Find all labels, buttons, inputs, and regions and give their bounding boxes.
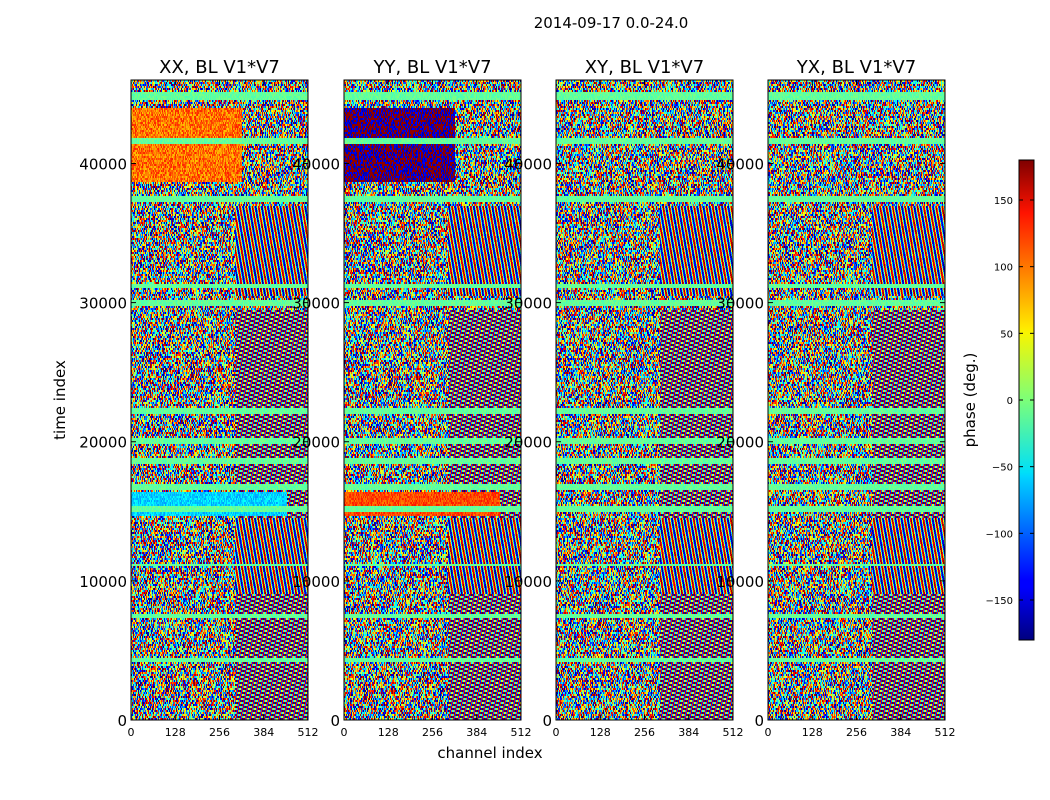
x-tick-label: 256 xyxy=(209,726,230,739)
x-tick-label: 512 xyxy=(935,726,956,739)
panel-2-heatmap xyxy=(344,80,521,720)
colorbar-tick-label: −100 xyxy=(986,529,1013,540)
colorbar-label: phase (deg.) xyxy=(961,353,979,448)
y-tick-label: 40000 xyxy=(292,155,340,173)
colorbar-tick-label: 0 xyxy=(1007,396,1013,407)
x-tick-label: 512 xyxy=(723,726,744,739)
colorbar: 150 100 50 0 −50 −100 −150 phase (deg.) xyxy=(961,159,1035,641)
panel-1: XX, BL V1*V7 0 128 256 384 512 0 10000 20000 3000… xyxy=(51,57,319,739)
panel-2-title: YY, BL V1*V7 xyxy=(372,57,491,78)
x-tick-label: 384 xyxy=(890,726,911,739)
x-tick-label: 128 xyxy=(165,726,186,739)
y-tick-label: 10000 xyxy=(716,573,764,591)
suptitle: 2014-09-17 0.0-24.0 xyxy=(534,14,689,32)
x-tick-label: 0 xyxy=(765,726,772,739)
panel-3: XY, BL V1*V7 0 128 256 384 512 0 10000 20000 3000… xyxy=(504,57,743,739)
panel-3-heatmap xyxy=(556,80,733,720)
y-tick-label: 0 xyxy=(754,712,764,730)
y-tick-label: 20000 xyxy=(716,434,764,452)
x-tick-label: 384 xyxy=(253,726,274,739)
panel-1-title: XX, BL V1*V7 xyxy=(159,57,280,78)
x-tick-label: 0 xyxy=(341,726,348,739)
panel-4-heatmap xyxy=(768,80,945,720)
x-tick-label: 0 xyxy=(553,726,560,739)
x-axis-label: channel index xyxy=(437,744,542,762)
x-tick-label: 256 xyxy=(846,726,867,739)
y-tick-label: 30000 xyxy=(716,295,764,313)
x-tick-label: 256 xyxy=(634,726,655,739)
y-tick-label: 20000 xyxy=(292,434,340,452)
y-tick-label: 20000 xyxy=(79,434,127,452)
y-tick-label: 40000 xyxy=(79,155,127,173)
x-tick-label: 256 xyxy=(422,726,443,739)
y-tick-label: 30000 xyxy=(504,295,552,313)
panel-2: YY, BL V1*V7 0 128 256 384 512 0 10000 20000 3000… xyxy=(292,57,542,762)
x-tick-label: 512 xyxy=(511,726,532,739)
x-tick-label: 512 xyxy=(298,726,319,739)
colorbar-tick-label: −50 xyxy=(992,463,1013,474)
y-tick-label: 40000 xyxy=(716,155,764,173)
x-tick-label: 384 xyxy=(466,726,487,739)
colorbar-ticks: 150 100 50 0 −50 −100 −150 xyxy=(986,196,1034,607)
y-tick-label: 10000 xyxy=(504,573,552,591)
colorbar-tick-label: −150 xyxy=(986,596,1013,607)
panel-4: YX, BL V1*V7 0 128 256 384 512 0 10000 20000 3000… xyxy=(716,57,955,739)
y-tick-label: 0 xyxy=(330,712,340,730)
y-tick-label: 0 xyxy=(117,712,127,730)
panel-4-title: YX, BL V1*V7 xyxy=(796,57,916,78)
colorbar-tick-label: 100 xyxy=(994,263,1013,274)
y-tick-label: 20000 xyxy=(504,434,552,452)
x-tick-label: 128 xyxy=(378,726,399,739)
y-tick-label: 30000 xyxy=(79,295,127,313)
panel-1-heatmap xyxy=(131,80,308,720)
x-tick-label: 128 xyxy=(590,726,611,739)
y-axis-label: time index xyxy=(51,360,69,440)
panel-3-title: XY, BL V1*V7 xyxy=(585,57,704,78)
y-tick-label: 0 xyxy=(542,712,552,730)
colorbar-tick-label: 150 xyxy=(994,196,1013,207)
x-tick-label: 0 xyxy=(128,726,135,739)
x-tick-label: 384 xyxy=(678,726,699,739)
y-tick-label: 40000 xyxy=(504,155,552,173)
y-tick-label: 10000 xyxy=(292,573,340,591)
colorbar-tick-label: 50 xyxy=(1000,329,1013,340)
y-tick-label: 10000 xyxy=(79,573,127,591)
panels-group: XX, BL V1*V7 0 128 256 384 512 0 10000 20000 3000… xyxy=(51,57,956,762)
y-tick-label: 30000 xyxy=(292,295,340,313)
x-tick-label: 128 xyxy=(802,726,823,739)
